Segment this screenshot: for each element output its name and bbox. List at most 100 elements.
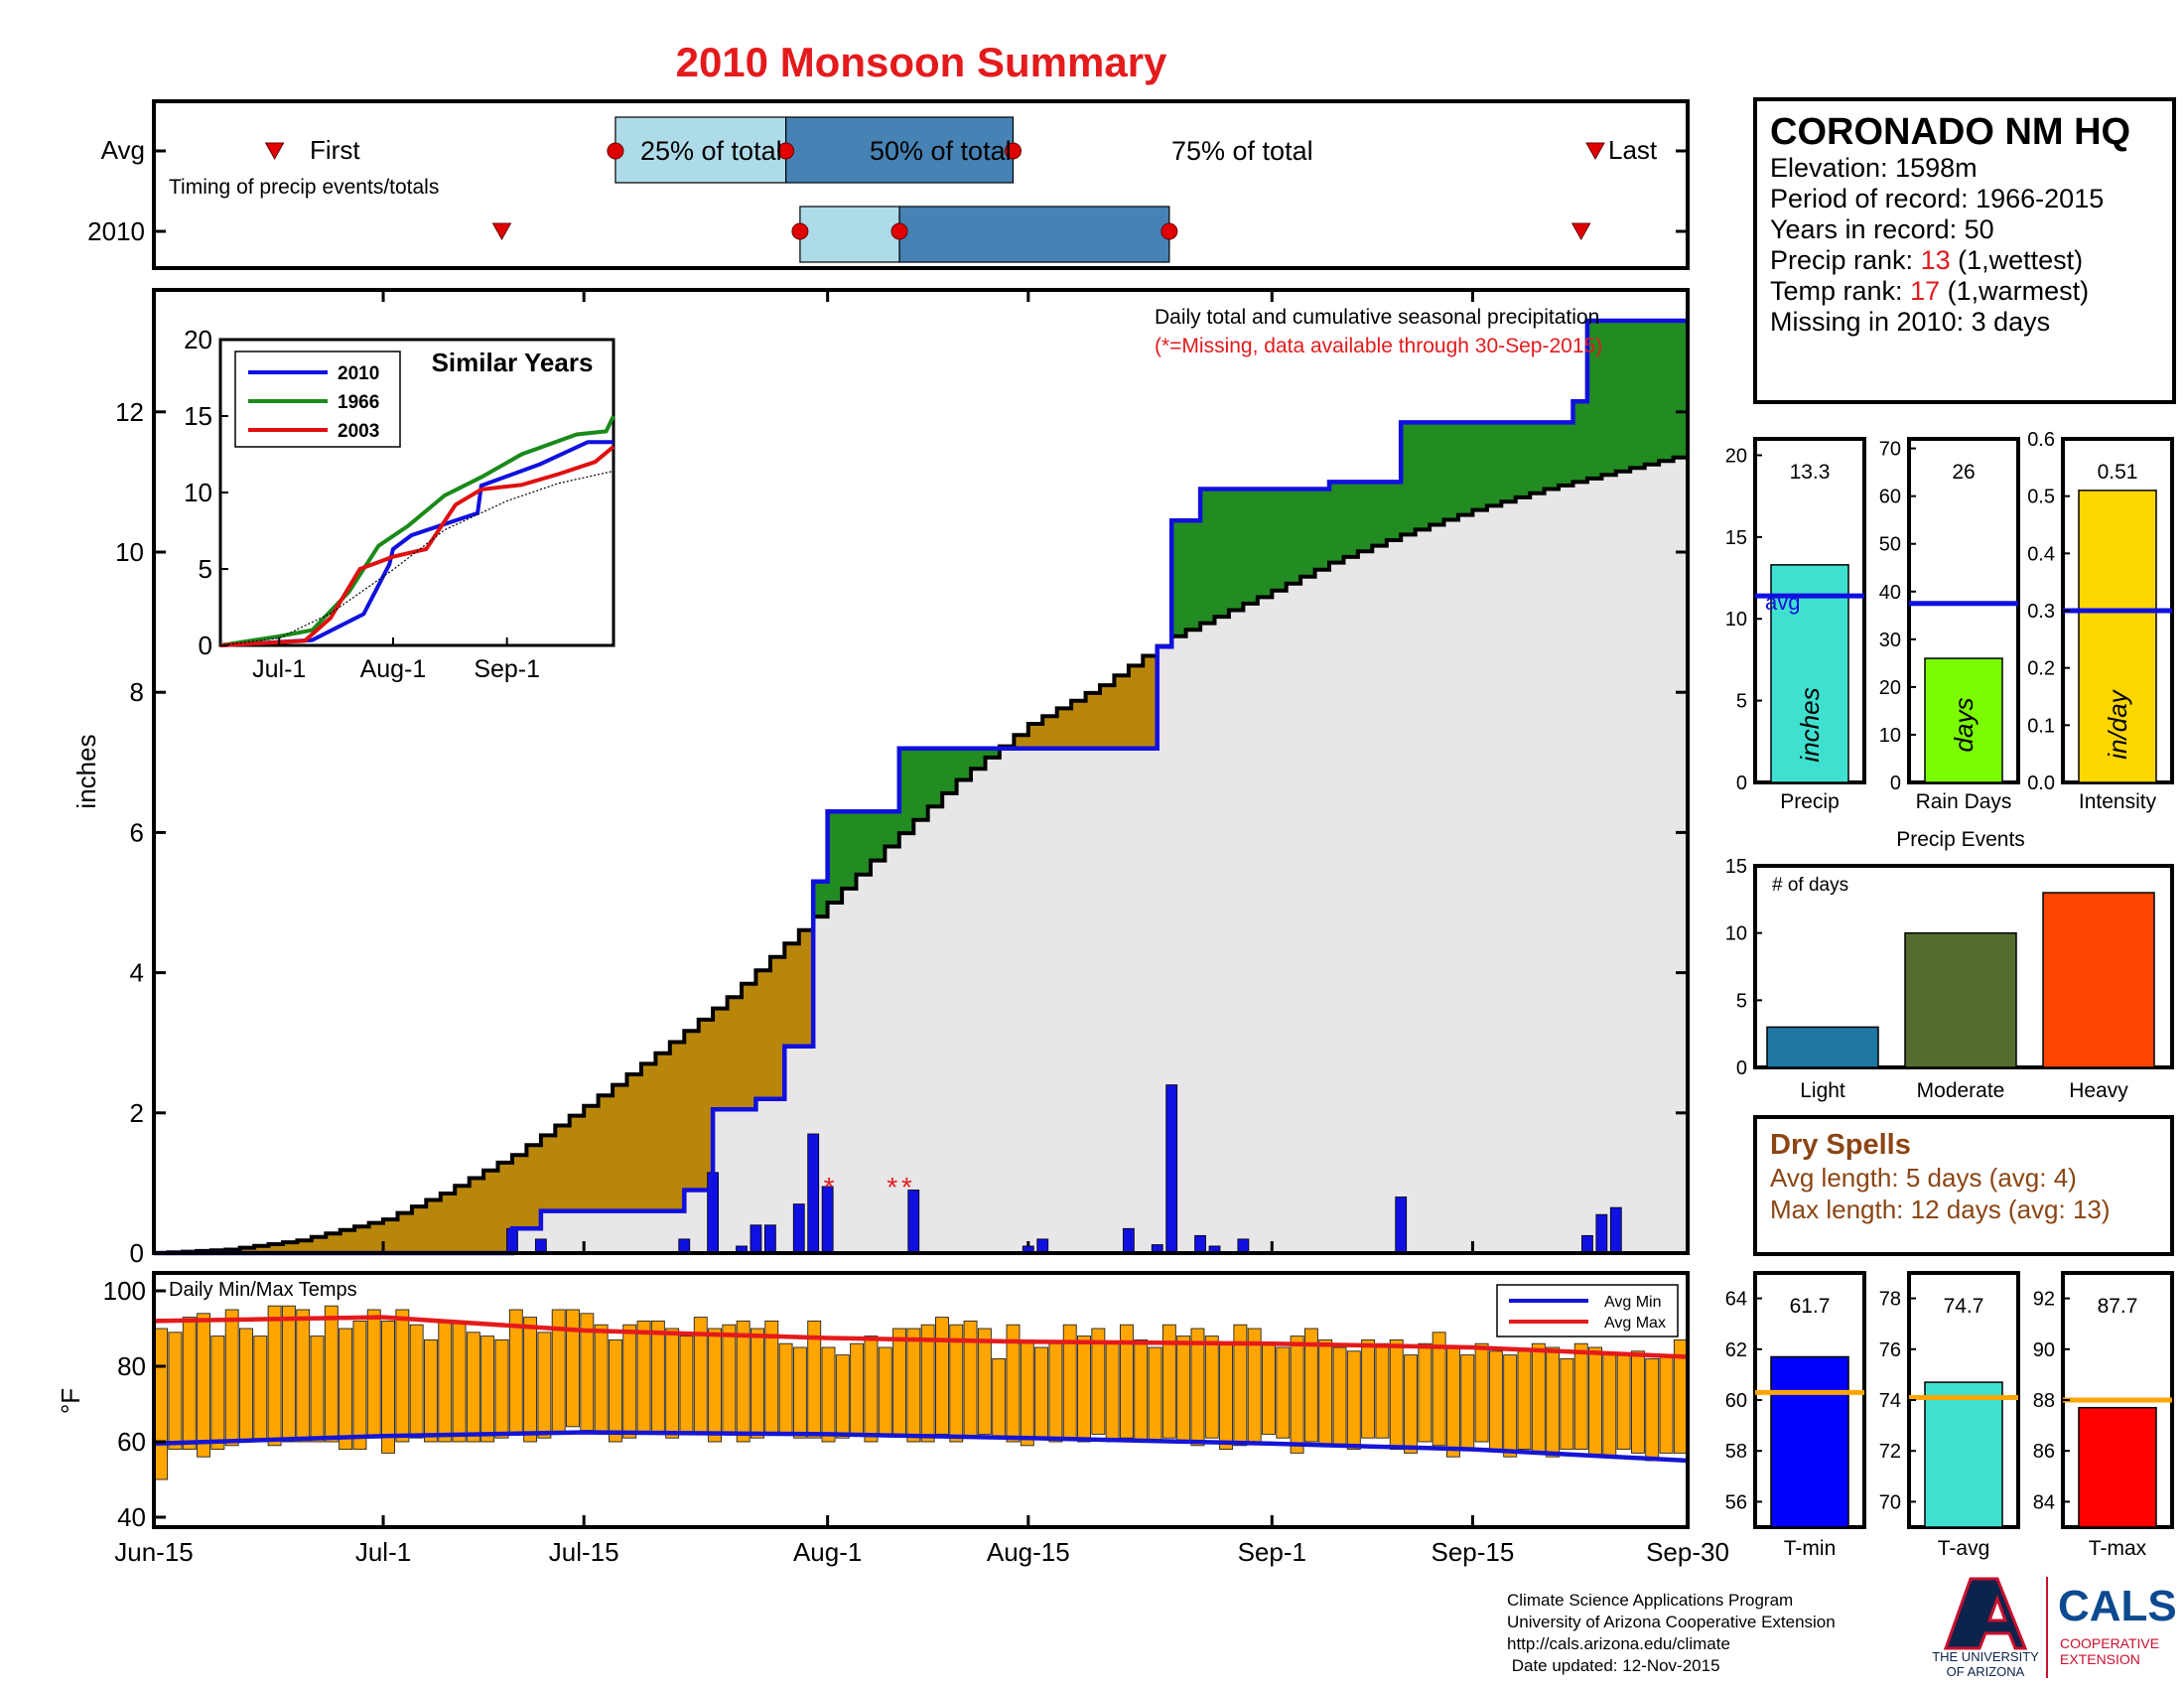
daily-temp-bar — [792, 1346, 807, 1439]
avg-max-legend-label: Avg Max — [1604, 1315, 1666, 1332]
daily-precip-bar-sep-10 — [1395, 1196, 1408, 1254]
daily-temp-bar — [224, 1309, 239, 1447]
t-max-value-label: 87.7 — [2098, 1295, 2138, 1318]
events-title: Precip Events — [1896, 828, 2025, 851]
t-min-bar — [1770, 1355, 1849, 1528]
station-info-frame — [1753, 97, 2176, 404]
daily-temp-bar — [1616, 1354, 1631, 1451]
daily-precip-bar-jul-22 — [678, 1238, 691, 1254]
timing-box-avg-50-75 — [784, 116, 1015, 184]
temp-summary-bars: 61.7 56 58 60 62 64 T-min 74.7 70 72 74 76 78 T-avg 87… — [1725, 1271, 2174, 1560]
events-label-light: Light — [1800, 1079, 1845, 1102]
daily-temp-bar — [210, 1336, 225, 1451]
t-min-y-tick-label: 64 — [1725, 1289, 1747, 1311]
dry-spells-title: Dry Spells — [1770, 1129, 1911, 1161]
precip-total-y-tick-label: 15 — [1725, 527, 1747, 549]
daily-temp-bar — [1588, 1346, 1602, 1458]
daily-precip-bar-aug-22 — [1122, 1227, 1135, 1254]
pct75-label: 75% of total — [1171, 136, 1313, 166]
temps-chart: 40 60 80 100 Jun-15 Jul-1 Jul-15 Aug-1 Aug-15 Sep… — [56, 1271, 1729, 1567]
timing-box-avg-25-50 — [614, 116, 787, 184]
daily-temp-bar — [679, 1336, 694, 1435]
rain-days-y-tick-label: 0 — [1890, 773, 1901, 794]
events-bar-heavy — [2042, 892, 2155, 1068]
rain-days-unit-label: days — [1949, 698, 1979, 753]
t-min-category-label: T-min — [1784, 1537, 1837, 1560]
t-max-y-tick-label: 92 — [2033, 1289, 2055, 1311]
daily-temp-bar — [1303, 1328, 1318, 1443]
daily-temp-bar — [296, 1309, 311, 1443]
daily-precip-bar-sep-23 — [1581, 1234, 1593, 1254]
temps-y-tick-label: 100 — [103, 1276, 146, 1306]
first-label: First — [310, 135, 360, 165]
t-max-category-label: T-max — [2089, 1537, 2147, 1560]
daily-temp-bar — [452, 1320, 467, 1443]
inset-y-tick-label: 0 — [199, 631, 212, 660]
temps-x-tick-label: Aug-15 — [987, 1537, 1070, 1567]
inset-line-2003 — [219, 445, 615, 647]
daily-temp-bar — [1531, 1342, 1546, 1454]
events-y-tick-label: 15 — [1725, 856, 1747, 878]
events-bar-moderate — [1904, 931, 2017, 1068]
daily-temp-bar — [466, 1332, 480, 1443]
cals-line-1: COOPERATIVE — [2060, 1635, 2159, 1651]
timing-box-y2010-50-75 — [898, 206, 1170, 263]
temps-y-tick-label: 80 — [117, 1351, 146, 1381]
precip-total-value-label: 13.3 — [1790, 461, 1831, 484]
t-min-y-tick-label: 58 — [1725, 1441, 1747, 1463]
temps-y-tick-label: 60 — [117, 1427, 146, 1457]
daily-temp-bar — [1361, 1338, 1376, 1439]
avg-min-line — [153, 1430, 1689, 1464]
station-missing: Missing in 2010: 3 days — [1770, 307, 2050, 337]
t-min-y-tick-label: 56 — [1725, 1491, 1747, 1513]
daily-temp-bar — [1020, 1338, 1034, 1447]
daily-temp-bar — [1389, 1338, 1404, 1451]
daily-temp-bar — [878, 1346, 892, 1435]
precip-total-y-tick-label: 10 — [1725, 609, 1747, 631]
station-elevation: Elevation: 1598m — [1770, 153, 1978, 183]
daily-temp-bar — [1276, 1346, 1291, 1439]
timing-marker-y2010-p75 — [1160, 222, 1178, 240]
footer-line-3: http://cals.arizona.edu/climate — [1507, 1634, 1730, 1653]
daily-temp-bar — [1134, 1338, 1149, 1443]
events-y-tick-label: 5 — [1736, 990, 1747, 1012]
daily-temp-bar — [1346, 1350, 1361, 1451]
t-max-bar — [2078, 1406, 2157, 1528]
temps-legend-box — [1496, 1284, 1679, 1337]
daily-temp-bar — [992, 1357, 1007, 1439]
precip-total-y-tick-label: 0 — [1736, 773, 1747, 794]
rain-days-y-tick-label: 30 — [1879, 630, 1901, 651]
timing-marker-avg-p50 — [777, 142, 795, 160]
daily-temp-bar — [1119, 1324, 1134, 1439]
daily-temp-bar — [424, 1338, 438, 1443]
daily-temp-bar — [1148, 1346, 1162, 1443]
daily-precip-bar-sep-25 — [1609, 1206, 1622, 1254]
intensity-y-tick-label: 0.3 — [2027, 601, 2055, 623]
events-ylabel: # of days — [1772, 875, 1848, 896]
inset-x-tick-label: Sep-1 — [474, 655, 540, 683]
inset-y-tick-label: 10 — [184, 478, 212, 507]
temps-x-tick-label: Jun-15 — [114, 1537, 194, 1567]
daily-temp-bar — [566, 1309, 580, 1428]
daily-precip-bar-aug-25 — [1165, 1084, 1178, 1254]
inset-average-line — [219, 470, 614, 646]
daily-temp-bar — [1645, 1357, 1660, 1462]
intensity-category-label: Intensity — [2079, 790, 2157, 813]
intensity-y-tick-label: 0.4 — [2027, 543, 2055, 565]
daily-temp-bar — [168, 1332, 183, 1451]
t-avg-y-tick-label: 74 — [1879, 1390, 1901, 1412]
daily-precip-bar-jul-27 — [750, 1224, 762, 1254]
daily-temp-bar — [751, 1328, 764, 1439]
avg-min-legend-label: Avg Min — [1604, 1294, 1662, 1311]
daily-temp-bar — [1190, 1328, 1205, 1447]
timing-caption: Timing of precip events/totals — [169, 176, 439, 199]
daily-temp-bar — [239, 1328, 253, 1443]
t-max-y-tick-label: 88 — [2033, 1390, 2055, 1412]
main-y-axis-label: inches — [71, 734, 101, 808]
precip-rank-value: 13 — [1921, 245, 1951, 275]
rain-days-category-label: Rain Days — [1916, 790, 2012, 813]
precip-total-y-tick-label: 5 — [1736, 691, 1747, 713]
daily-temp-bar — [1546, 1346, 1561, 1458]
intensity-unit-label: in/day — [2103, 688, 2132, 759]
inset-line-2010 — [219, 440, 614, 647]
